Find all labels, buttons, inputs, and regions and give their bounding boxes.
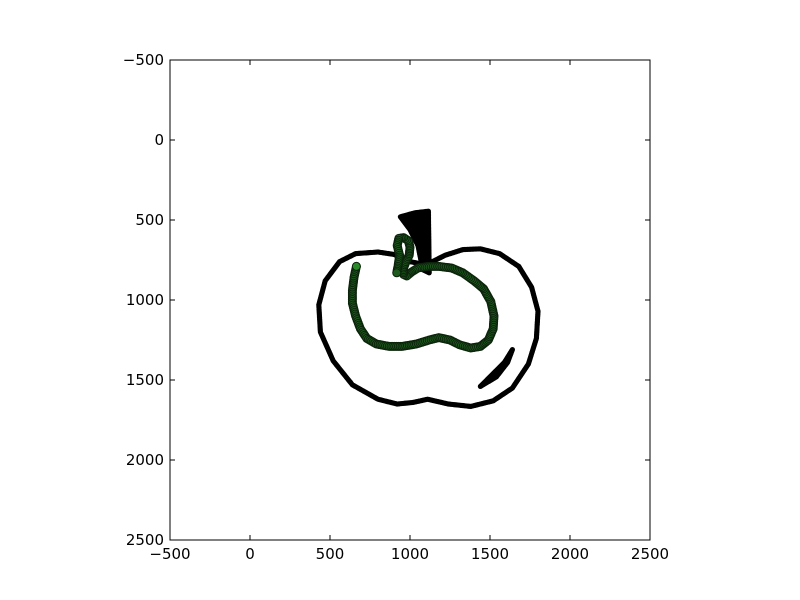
outline-point <box>509 348 515 354</box>
x-tick-label: 1000 <box>391 545 429 563</box>
path-point <box>392 268 402 278</box>
data-marks <box>316 208 541 409</box>
x-tick-label: 1500 <box>471 545 509 563</box>
y-tick-label: −500 <box>123 51 164 69</box>
x-tick-label: 500 <box>316 545 345 563</box>
series-1-outline <box>477 347 515 389</box>
x-tick-label: −500 <box>149 545 190 563</box>
y-tick-label: 2500 <box>126 531 164 549</box>
y-tick-label: 1500 <box>126 371 164 389</box>
path-start-point <box>351 261 361 271</box>
series-3-path <box>347 233 499 353</box>
y-tick-label: 0 <box>154 131 164 149</box>
series-2-outline <box>397 208 432 276</box>
plot-area <box>170 60 650 540</box>
x-tick-label: 0 <box>245 545 255 563</box>
series-0-outline <box>316 246 541 409</box>
y-tick-label: 500 <box>135 211 164 229</box>
y-tick-labels: −500 0 500 1000 1500 2000 2500 <box>123 51 164 549</box>
x-tick-labels: −500 0 500 1000 1500 2000 2500 <box>149 545 669 563</box>
outline-shape <box>400 211 430 273</box>
axes-background <box>170 60 650 540</box>
y-tick-label: 1000 <box>126 291 164 309</box>
y-tick-label: 2000 <box>126 451 164 469</box>
x-tick-label: 2500 <box>631 545 669 563</box>
tick-marks <box>169 59 651 541</box>
x-tick-label: 2000 <box>551 545 589 563</box>
